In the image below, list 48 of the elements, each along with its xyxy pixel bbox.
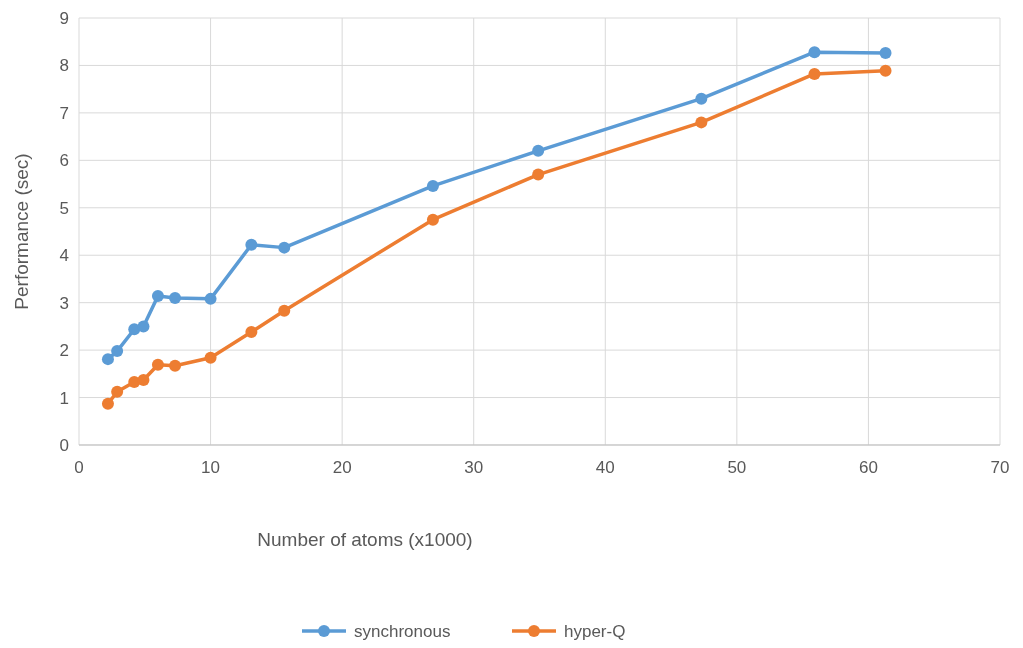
- y-tick-label: 1: [59, 388, 69, 408]
- point: [695, 92, 708, 105]
- x-tick-label: 60: [858, 458, 878, 477]
- y-tick-label: 5: [59, 198, 69, 218]
- point: [204, 351, 217, 364]
- point: [169, 359, 182, 372]
- point: [695, 116, 708, 129]
- point: [245, 326, 258, 339]
- point: [426, 179, 439, 192]
- point: [137, 320, 150, 333]
- y-tick-label: 7: [59, 103, 69, 123]
- point: [879, 64, 892, 77]
- y-tick-label: 8: [59, 56, 69, 76]
- x-tick-label: 30: [464, 458, 484, 477]
- x-tick-label: 50: [727, 458, 747, 477]
- x-axis-title: Number of atoms (x1000): [257, 529, 473, 550]
- y-tick-label: 2: [59, 341, 69, 361]
- y-tick-label: 9: [59, 8, 69, 28]
- point: [204, 292, 217, 305]
- point: [111, 345, 124, 358]
- point: [101, 353, 114, 366]
- y-tick-label: 6: [59, 151, 69, 171]
- point: [101, 397, 114, 410]
- point: [532, 168, 545, 181]
- point: [151, 290, 164, 303]
- x-tick-label: 10: [201, 458, 221, 477]
- y-tick-label: 3: [59, 293, 69, 313]
- x-tick-label: 0: [74, 458, 84, 477]
- x-tick-label: 70: [990, 458, 1010, 477]
- point: [245, 238, 258, 251]
- y-tick-label: 0: [59, 435, 69, 455]
- point: [278, 304, 291, 317]
- point: [808, 46, 821, 59]
- point: [137, 374, 150, 386]
- point: [111, 385, 124, 398]
- legend-label: hyper-Q: [564, 621, 626, 641]
- point: [532, 144, 545, 157]
- y-axis-title: Performance (sec): [11, 153, 32, 310]
- y-tick-label: 4: [59, 246, 69, 266]
- point: [151, 358, 164, 371]
- point: [278, 241, 291, 254]
- legend-label: synchronous: [354, 621, 451, 641]
- point: [879, 47, 892, 60]
- point: [426, 213, 439, 226]
- x-tick-label: 40: [595, 458, 615, 477]
- point: [169, 291, 182, 304]
- x-tick-label: 20: [332, 458, 352, 477]
- point: [808, 67, 821, 80]
